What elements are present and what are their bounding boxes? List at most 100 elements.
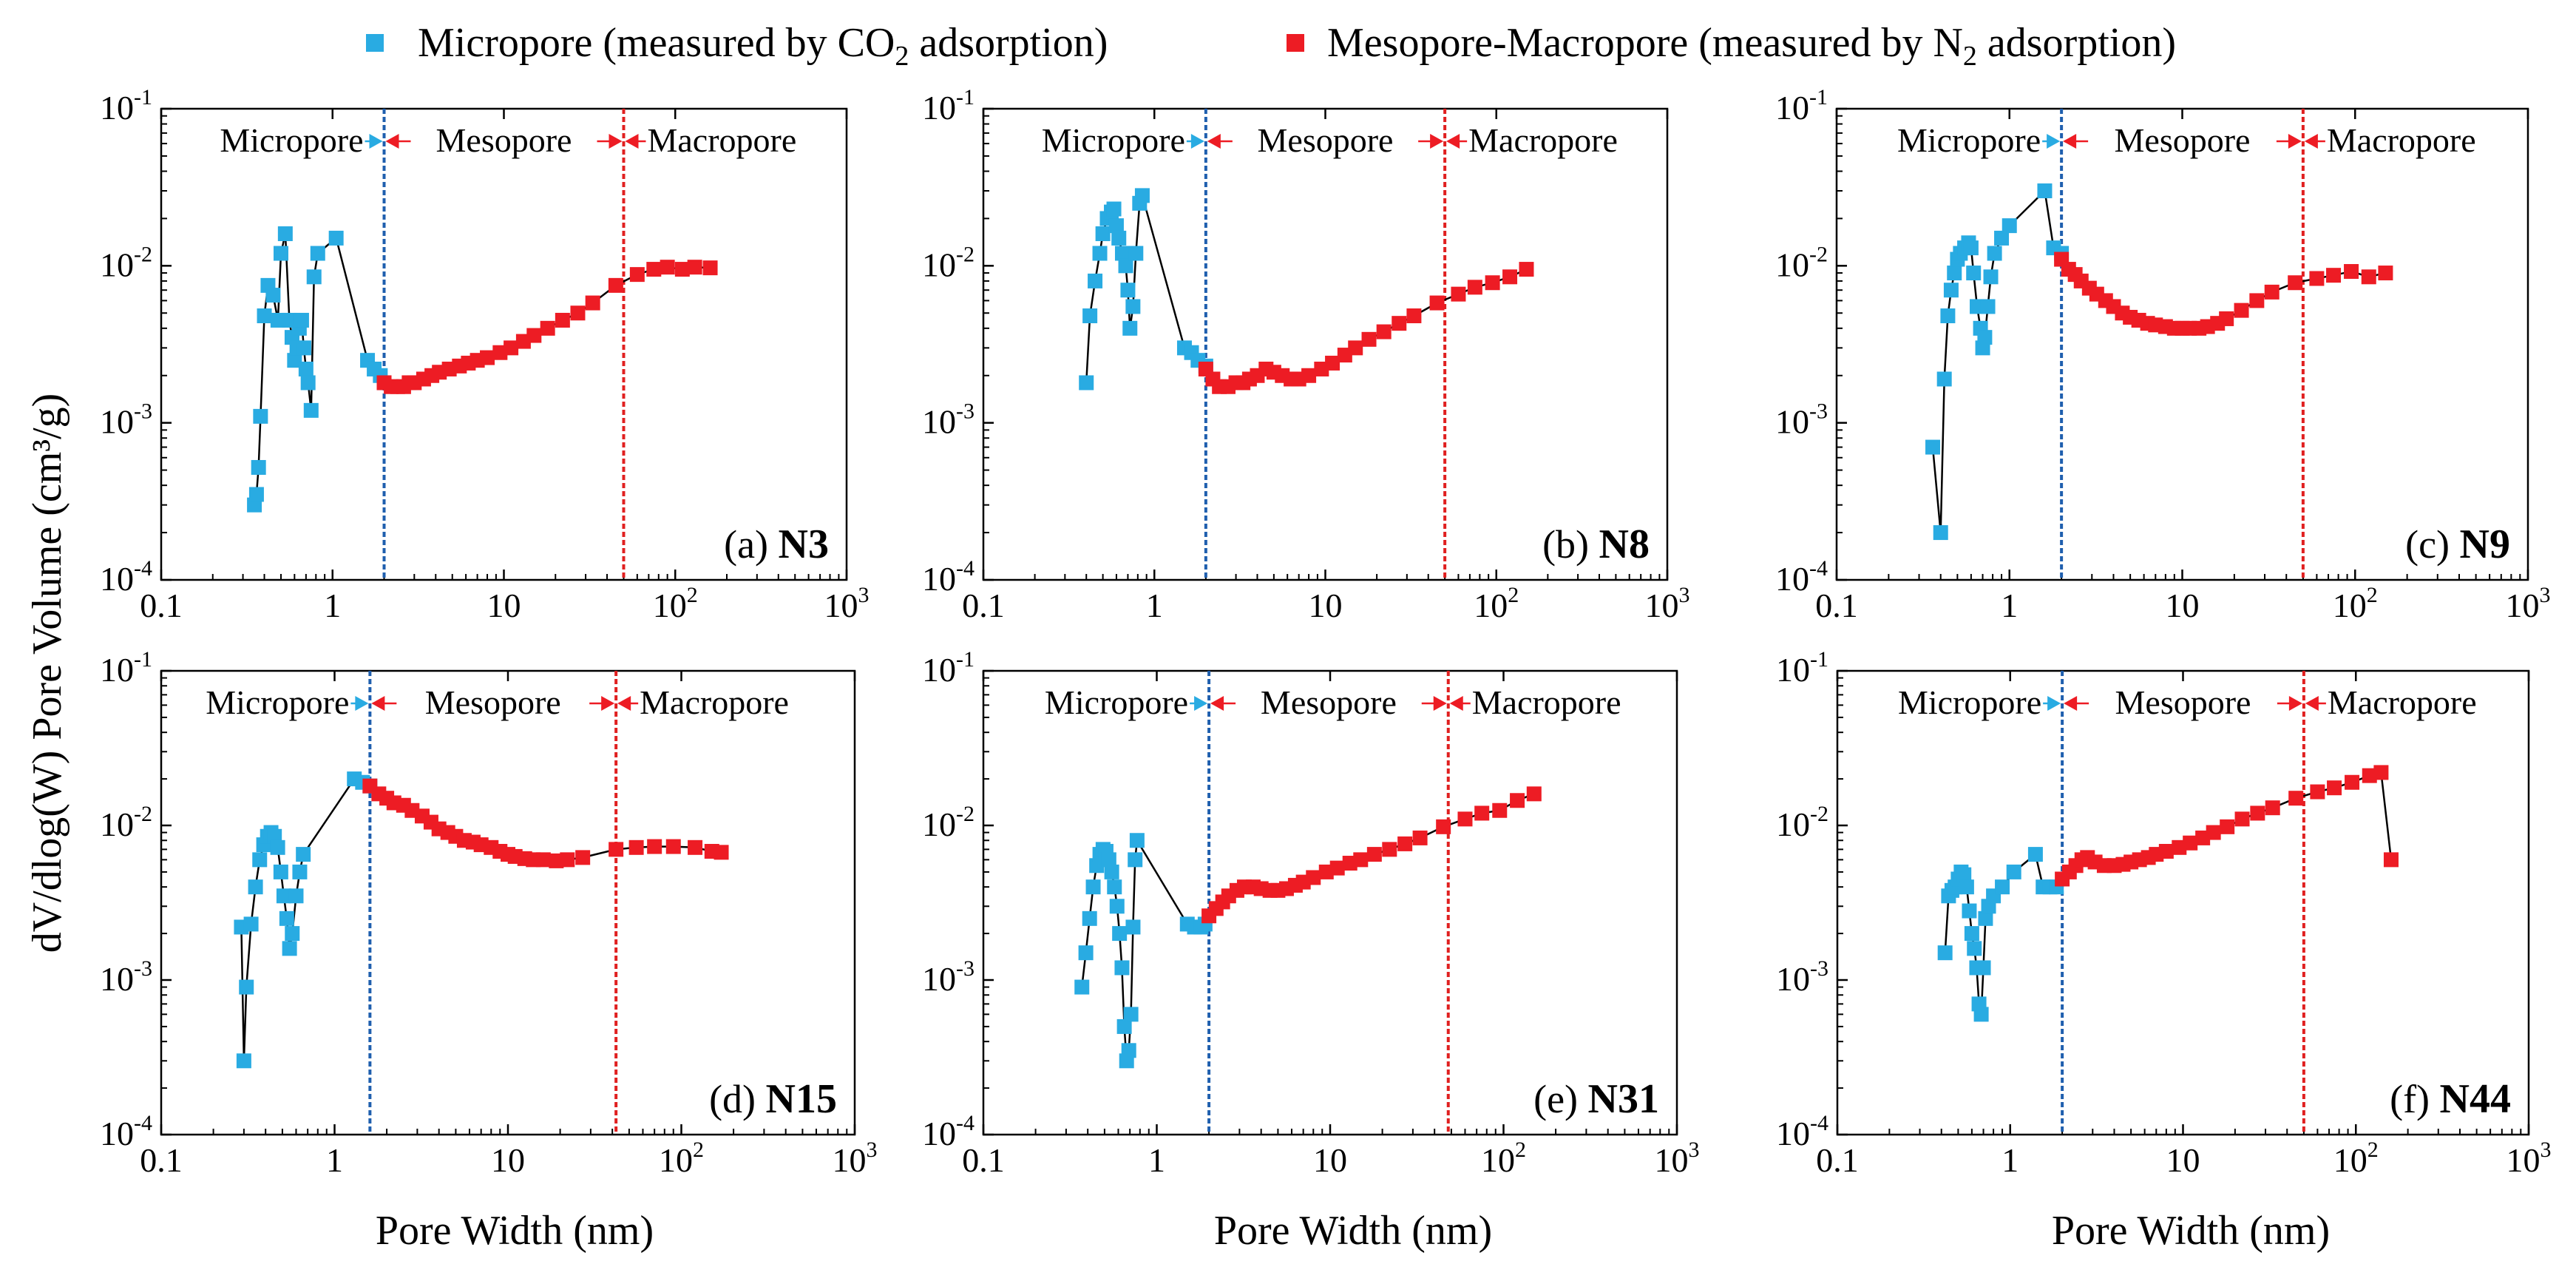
mesopore-macropore-point: [1526, 786, 1542, 802]
mesopore-macropore-point: [609, 842, 624, 857]
panel-f-N44: 0.1 1 10 102 103 10-4 10-3 10-2 10-1 Micropore Mes…: [1776, 647, 2552, 1179]
y-tick-label: 10-1: [922, 647, 975, 689]
y-tick-label: 10-3: [100, 399, 152, 441]
micropore-point: [1111, 230, 1127, 246]
panel-label: (c) N9: [2405, 521, 2510, 567]
x-tick-label: 102: [653, 583, 698, 624]
x-tick-label: 1: [2001, 587, 2018, 624]
mesopore-macropore-point: [2326, 268, 2342, 283]
micropore-point: [1963, 240, 1979, 256]
micropore-point: [1123, 1007, 1139, 1022]
mesopore-macropore-point: [1353, 852, 1369, 868]
mesopore-macropore-point: [1382, 842, 1397, 857]
micropore-point: [1106, 201, 1122, 217]
y-tick-label: 10-2: [922, 802, 975, 843]
x-tick-label: 10: [491, 1141, 525, 1179]
micropore-point: [287, 353, 302, 368]
y-tick-label: 10-3: [922, 956, 975, 998]
mesopore-macropore-point: [1485, 275, 1500, 291]
y-tick-label: 10-4: [922, 556, 975, 598]
x-tick-label: 1: [1146, 587, 1163, 624]
micropore-point: [1966, 266, 1982, 281]
mesopore-macropore-point: [1392, 316, 1407, 331]
micropore-point: [1936, 371, 1952, 387]
micropore-arrow-head: [369, 134, 383, 149]
micropore-point: [1994, 230, 2010, 246]
micropore-point: [1947, 266, 1962, 281]
mesopore-macropore-point: [2288, 791, 2304, 806]
region-label-mesopore: Mesopore: [425, 683, 561, 721]
mesopore-arrow-head-right: [601, 696, 615, 711]
micropore-point: [1976, 960, 1991, 976]
mesopore-macropore-point: [1366, 847, 1382, 862]
panel-a-N3: 0.1 1 10 102 103 10-4 10-3 10-2 10-1 Micropore Mes…: [100, 85, 870, 624]
micropore-point: [270, 312, 285, 328]
micropore-point: [1940, 308, 1956, 324]
micropore-point: [300, 375, 316, 391]
micropore-point: [1089, 858, 1105, 874]
region-label-macropore: Macropore: [640, 683, 789, 721]
mesopore-arrow-head-right: [609, 134, 623, 149]
legend-marker-mesopore-macropore: [1287, 34, 1304, 52]
mesopore-macropore-point: [714, 845, 729, 860]
micropore-point: [328, 230, 344, 246]
micropore-point: [1107, 879, 1122, 895]
mesopore-arrow-head-right: [2288, 696, 2302, 711]
mesopore-arrow-head-right: [2288, 134, 2302, 149]
micropore-arrow-head: [355, 696, 369, 711]
mesopore-macropore-point: [647, 839, 662, 854]
x-tick-label: 102: [2333, 1138, 2379, 1179]
x-tick-label: 0.1: [962, 1141, 1005, 1179]
micropore-point: [1114, 960, 1130, 976]
micropore-point: [276, 888, 291, 904]
micropore-arrow-head: [2047, 134, 2061, 149]
mesopore-macropore-point: [629, 267, 645, 283]
mesopore-macropore-point: [526, 328, 542, 343]
micropore-arrow-head: [1190, 134, 1204, 149]
micropore-point: [265, 288, 281, 303]
mesopore-macropore-point: [2373, 765, 2389, 780]
x-tick-label: 0.1: [1816, 1141, 1859, 1179]
mesopore-macropore-point: [2183, 835, 2198, 851]
micropore-point: [2006, 864, 2021, 879]
x-tick-label: 103: [824, 583, 870, 624]
mesopore-macropore-point: [2309, 271, 2325, 286]
micropore-point: [1101, 852, 1116, 868]
x-tick-label: 102: [1474, 583, 1519, 624]
micropore-point: [1129, 833, 1145, 848]
mesopore-macropore-point: [504, 340, 519, 356]
x-tick-label: 0.1: [140, 1141, 183, 1179]
mesopore-macropore-point: [2344, 264, 2359, 280]
micropore-point: [1125, 919, 1141, 935]
x-axis-title-middle: Pore Width (nm): [1214, 1208, 1492, 1254]
mesopore-macropore-point: [1436, 819, 1451, 834]
micropore-point: [294, 312, 309, 328]
mesopore-macropore-point: [1329, 860, 1345, 876]
mesopore-macropore-point: [2206, 825, 2221, 840]
region-label-macropore: Macropore: [2328, 683, 2477, 721]
x-tick-label: 10: [1309, 587, 1343, 624]
mesopore-macropore-point: [480, 350, 495, 365]
region-label-macropore: Macropore: [1468, 121, 1618, 159]
mesopore-macropore-point: [1492, 802, 1508, 818]
micropore-point: [1079, 375, 1094, 391]
x-axis-title-right: Pore Width (nm): [2052, 1208, 2330, 1254]
region-label-micropore: Micropore: [1897, 121, 2041, 159]
y-tick-label: 10-4: [1776, 1111, 1828, 1152]
y-tick-label: 10-1: [1775, 85, 1828, 126]
y-tick-label: 10-3: [922, 399, 975, 441]
mesopore-macropore-point: [1348, 340, 1363, 356]
mesopore-macropore-point: [2249, 293, 2265, 308]
micropore-point: [2002, 218, 2017, 234]
micropore-point: [1983, 269, 1999, 285]
x-tick-label: 0.1: [140, 587, 183, 624]
mesopore-arrow-head-right: [1433, 696, 1447, 711]
x-tick-label: 1: [1148, 1141, 1165, 1179]
x-axis-title-left: Pore Width (nm): [376, 1208, 654, 1254]
x-tick-label: 103: [1655, 1138, 1700, 1179]
micropore-point: [270, 839, 285, 855]
region-label-micropore: Micropore: [1042, 121, 1185, 159]
mesopore-arrow-head-right: [1430, 134, 1444, 149]
micropore-point: [257, 308, 272, 324]
mesopore-macropore-point: [585, 295, 600, 311]
